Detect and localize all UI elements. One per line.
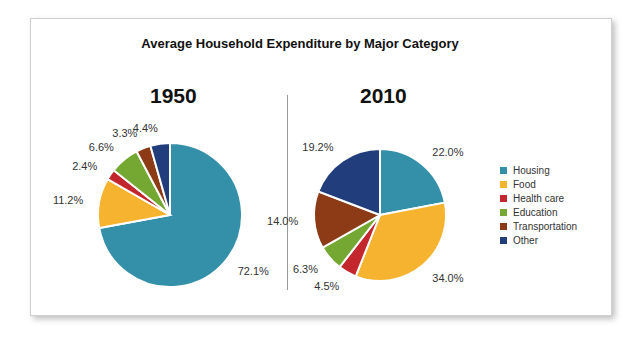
svg-text:3.3%: 3.3%	[112, 127, 138, 140]
svg-text:6.6%: 6.6%	[89, 141, 114, 153]
html-text:Health care: Health care	[513, 192, 565, 204]
html-text:2010: 2010	[360, 84, 407, 107]
html-text:Food: Food	[513, 178, 536, 190]
svg-text:4.5%: 4.5%	[314, 280, 339, 292]
html-text:Other: Other	[513, 234, 538, 246]
svg-text:22.0%: 22.0%	[432, 146, 463, 158]
html-text:Education: Education	[513, 206, 558, 218]
html-text:Housing: Housing	[513, 164, 550, 176]
svg-text:72.1%: 72.1%	[238, 265, 269, 277]
html-text:1950: 1950	[150, 84, 197, 107]
svg-text:2.4%: 2.4%	[72, 160, 97, 172]
svg-text:4.4%: 4.4%	[133, 122, 158, 134]
svg-text:19.2%: 19.2%	[302, 141, 333, 153]
html-text:Transportation: Transportation	[513, 220, 578, 232]
html-text:Average Household Expenditure: Average Household Expenditure by Major C…	[141, 36, 459, 51]
svg-text:6.3%: 6.3%	[293, 263, 318, 275]
svg-text:14.0%: 14.0%	[267, 215, 298, 227]
svg-text:11.2%: 11.2%	[53, 194, 84, 206]
svg-text:34.0%: 34.0%	[432, 272, 463, 284]
